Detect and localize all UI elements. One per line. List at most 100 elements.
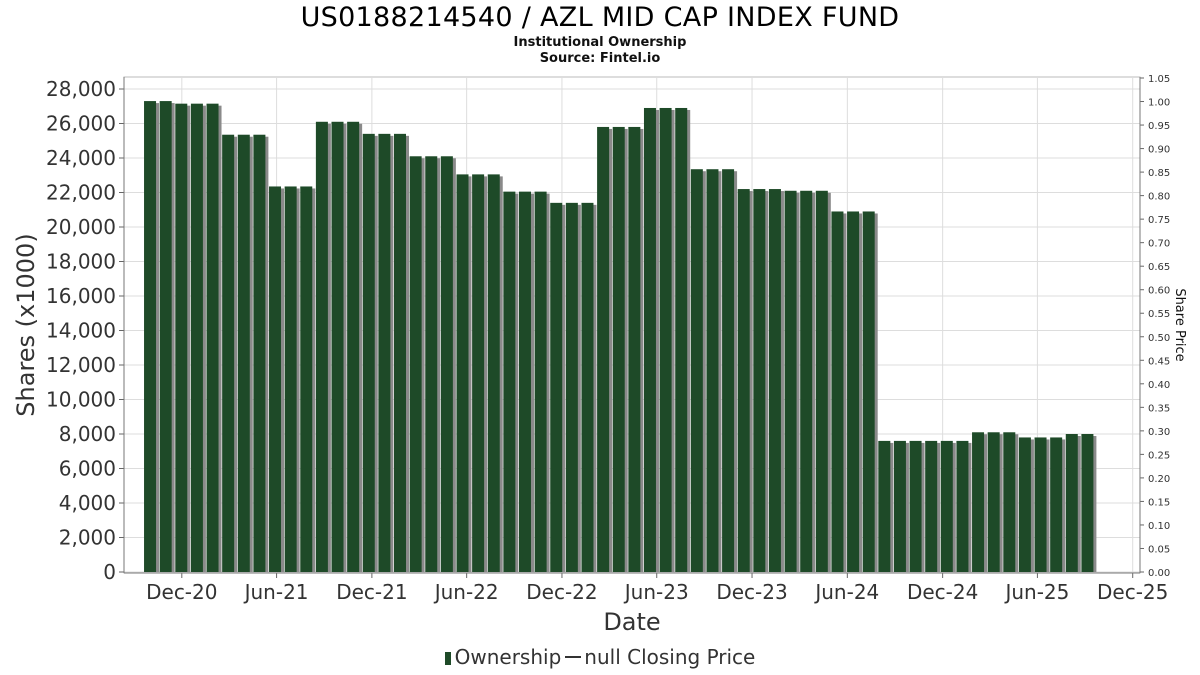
- ownership-bar: [1050, 437, 1063, 572]
- y-tick-label: 26,000: [46, 112, 116, 136]
- ownership-bar: [394, 133, 407, 572]
- ownership-bar: [768, 189, 781, 573]
- y-right-tick-label: 0.60: [1148, 286, 1170, 297]
- ownership-bar: [300, 186, 313, 572]
- ownership-bar: [612, 126, 625, 572]
- ownership-bar: [331, 121, 344, 573]
- x-tick-label: Dec-23: [716, 580, 787, 604]
- y-right-tick-label: 0.50: [1148, 333, 1170, 344]
- ownership-bar: [800, 190, 813, 572]
- ownership-bar: [237, 134, 250, 572]
- price-legend-line: [565, 656, 582, 658]
- ownership-bar: [987, 432, 1000, 572]
- ownership-bar: [815, 190, 828, 572]
- ownership-bar: [737, 189, 750, 573]
- ownership-bar: [581, 202, 594, 572]
- y-right-tick-label: 0.35: [1148, 403, 1170, 414]
- ownership-bar: [253, 134, 266, 572]
- axes: [119, 77, 1144, 578]
- ownership-bar: [628, 126, 641, 572]
- ownership-bar: [972, 432, 985, 572]
- y-right-tick-label: 1.00: [1148, 98, 1170, 109]
- ownership-bar: [206, 103, 219, 572]
- x-tick-label: Jun-22: [433, 580, 499, 604]
- ownership-bar: [940, 440, 953, 572]
- y-right-tick-label: 0.55: [1148, 309, 1170, 320]
- y-right-tick-label: 0.80: [1148, 192, 1170, 203]
- chart-subtitle: Institutional Ownership: [513, 35, 687, 50]
- y-tick-label: 8,000: [59, 422, 116, 446]
- ownership-bar: [440, 156, 453, 572]
- y-tick-label: 24,000: [46, 146, 116, 170]
- y-right-tick-label: 0.20: [1148, 474, 1170, 485]
- y-tick-label: 10,000: [46, 388, 116, 412]
- y-right-tick-label: 0.25: [1148, 450, 1170, 461]
- ownership-bar: [784, 190, 797, 572]
- ownership-bar: [1081, 434, 1094, 572]
- y-right-tick-label: 0.40: [1148, 380, 1170, 391]
- ownership-bar: [753, 189, 766, 573]
- y-tick-label: 22,000: [46, 181, 116, 205]
- ownership-bar: [597, 126, 610, 572]
- bars: [144, 101, 1097, 573]
- x-axis-title: Date: [603, 608, 660, 636]
- ownership-bar: [675, 107, 688, 572]
- y-tick-label: 16,000: [46, 284, 116, 308]
- ownership-legend-swatch: [444, 652, 451, 665]
- y-tick-label: 14,000: [46, 319, 116, 343]
- ownership-bar: [565, 202, 578, 572]
- ownership-chart: 0 2,000 4,000 6,000 8,000 10,000 12,000 14,000 1…: [12, 74, 1187, 636]
- ownership-bar: [534, 191, 547, 572]
- x-tick-label: Jun-23: [623, 580, 689, 604]
- y-tick-label: 20,000: [46, 215, 116, 239]
- y-axis-title: Shares (x1000): [12, 233, 40, 416]
- price-legend-label: null Closing Price: [584, 645, 756, 669]
- y-tick-label: 18,000: [46, 250, 116, 274]
- y-right-tick-label: 1.05: [1148, 74, 1170, 85]
- ownership-bar: [472, 174, 485, 572]
- ownership-bar: [909, 440, 922, 572]
- x-tick-label: Dec-24: [907, 580, 978, 604]
- ownership-bar: [862, 211, 875, 572]
- ownership-bar: [190, 103, 203, 572]
- y-right-tick-label: 0.90: [1148, 145, 1170, 156]
- ownership-bar: [315, 121, 328, 573]
- ownership-bar: [847, 211, 860, 572]
- ownership-legend-label: Ownership: [454, 645, 562, 669]
- ownership-bar: [362, 133, 375, 572]
- y-tick-label: 0: [103, 560, 116, 584]
- y-right-tick-label: 0.65: [1148, 262, 1170, 273]
- y-tick-label: 4,000: [59, 491, 116, 515]
- ownership-bar: [518, 191, 531, 572]
- y-tick-label: 6,000: [59, 457, 116, 481]
- ownership-bar: [284, 186, 297, 572]
- y-right-tick-label: 0.30: [1148, 427, 1170, 438]
- ownership-bar: [378, 133, 391, 572]
- chart-title: US0188214540 / AZL MID CAP INDEX FUND: [300, 2, 900, 33]
- y-right-tick-label: 0.95: [1148, 121, 1170, 132]
- y-right-tick-label: 0.10: [1148, 521, 1170, 532]
- ownership-bar: [925, 440, 938, 572]
- ownership-bar: [409, 156, 422, 572]
- y-axis-right-title: Share Price: [1172, 288, 1187, 361]
- ownership-bar: [1018, 437, 1031, 572]
- y-tick-label: 12,000: [46, 353, 116, 377]
- x-tick-label: Jun-21: [243, 580, 309, 604]
- ownership-bar: [222, 134, 235, 572]
- y-tick-label: 2,000: [59, 526, 116, 550]
- y-right-tick-label: 0.70: [1148, 239, 1170, 250]
- x-tick-label: Jun-24: [813, 580, 879, 604]
- y-right-tick-label: 0.15: [1148, 497, 1170, 508]
- ownership-bar: [1003, 432, 1016, 572]
- ownership-bar: [690, 169, 703, 572]
- y-right-tick-label: 0.05: [1148, 544, 1170, 555]
- ownership-bar: [144, 101, 157, 572]
- x-tick-label: Dec-20: [146, 580, 217, 604]
- ownership-bar: [487, 174, 500, 572]
- ownership-bar: [1034, 437, 1047, 572]
- x-tick-label: Dec-25: [1097, 580, 1168, 604]
- x-tick-label: Jun-25: [1003, 580, 1069, 604]
- ownership-bar: [456, 174, 469, 572]
- ownership-bar: [659, 107, 672, 572]
- tick-labels: 0 2,000 4,000 6,000 8,000 10,000 12,000 14,000 1…: [46, 74, 1170, 604]
